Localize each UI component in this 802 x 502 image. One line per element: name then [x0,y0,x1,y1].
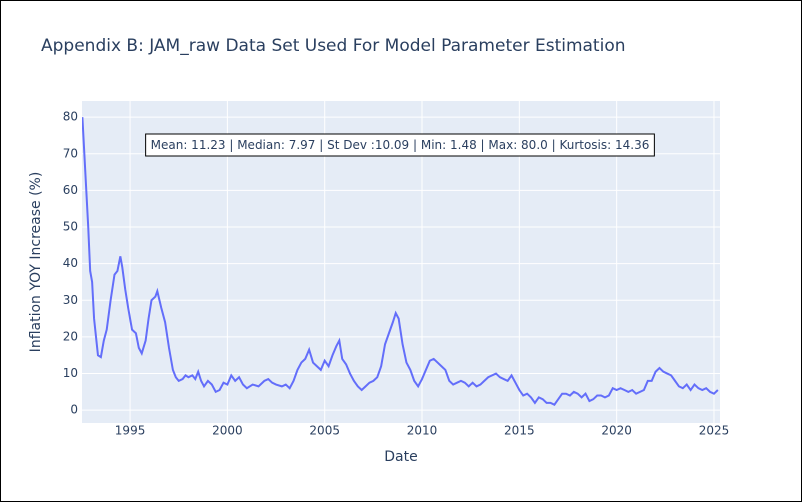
x-tick-label: 2010 [407,424,438,438]
y-tick-label: 0 [70,403,78,417]
x-axis-title: Date [384,449,417,465]
x-tick-label: 2020 [601,424,632,438]
x-tick-label: 1995 [115,424,146,438]
y-tick-label: 30 [63,293,78,307]
chart-title: Appendix B: JAM_raw Data Set Used For Mo… [41,36,626,56]
y-tick-label: 80 [63,110,78,124]
y-tick-label: 60 [63,183,78,197]
y-tick-label: 40 [63,256,78,270]
x-tick-label: 2015 [504,424,535,438]
x-tick-label: 2025 [699,424,730,438]
data-line [82,117,719,406]
x-tick-label: 2000 [212,424,243,438]
y-axis-title: Inflation YOY Increase (%) [28,172,44,353]
y-tick-label: 10 [63,366,78,380]
annotation-box [145,133,655,157]
annotation: Mean: 11.23 | Median: 7.97 | St Dev :10.… [151,138,650,152]
x-tick-label: 2005 [309,424,340,438]
y-tick-label: 20 [63,329,78,343]
y-tick-label: 50 [63,220,78,234]
y-tick-label: 70 [63,146,78,160]
